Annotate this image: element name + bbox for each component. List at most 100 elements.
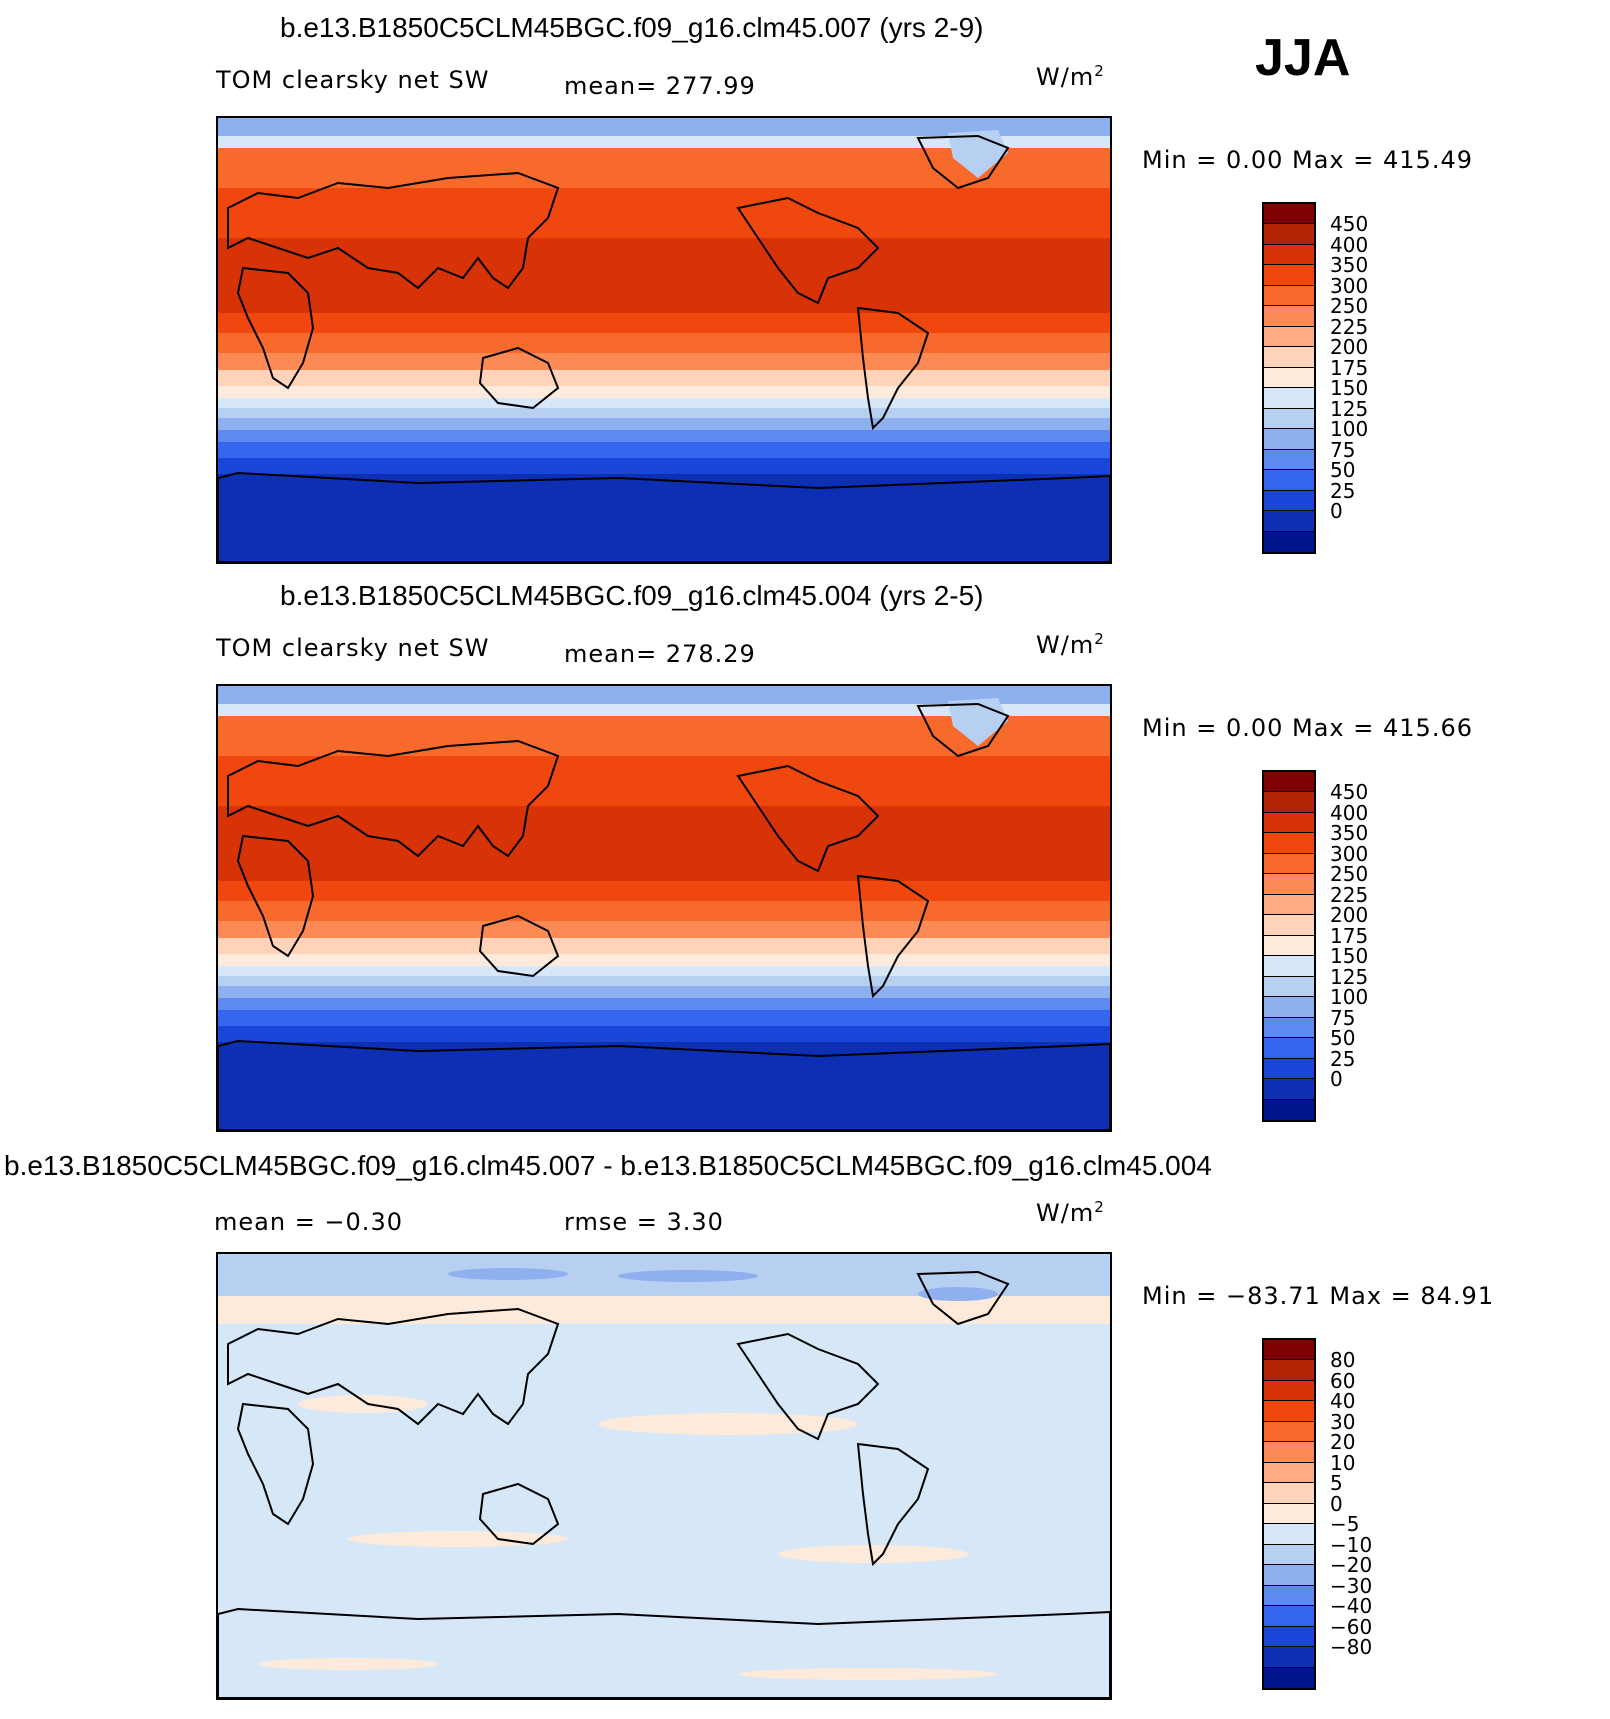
colorbar-segment (1264, 1626, 1314, 1648)
colorbar-segment (1264, 772, 1314, 793)
colorbar-segment (1264, 490, 1314, 512)
colorbar-tick-label: −10 (1330, 1532, 1373, 1557)
map-band (218, 704, 1110, 716)
colorbar-segment (1264, 408, 1314, 430)
coastline (856, 1442, 930, 1567)
coastline (218, 1039, 1110, 1130)
colorbar-segment (1264, 1667, 1314, 1688)
colorbar-tick-label: 100 (1330, 985, 1369, 1010)
colorbar-tick-label: 450 (1330, 212, 1369, 237)
map-band (218, 118, 1110, 136)
colorbar-tick-label: 400 (1330, 800, 1369, 825)
panel-title: b.e13.B1850C5CLM45BGC.f09_g16.clm45.007 … (4, 1150, 1212, 1181)
units-label: W/m2 (1036, 630, 1105, 659)
colorbar-segment (1264, 1647, 1314, 1668)
colorbar-tick-label: 60 (1330, 1368, 1356, 1393)
coastline (227, 1307, 560, 1426)
map-band (218, 430, 1110, 442)
colorbar-tick-label: 150 (1330, 944, 1369, 969)
map-anomaly-patch (348, 1531, 568, 1547)
map-anomaly-patch (298, 1395, 428, 1413)
colorbar-segment (1264, 1421, 1314, 1443)
colorbar-tick-label: 40 (1330, 1389, 1356, 1414)
colorbar-segment (1264, 326, 1314, 348)
coastline (236, 1402, 315, 1526)
coastline (916, 702, 1010, 758)
colorbar-tick-label: 250 (1330, 294, 1369, 319)
coastline (478, 346, 560, 410)
colorbar-tick-label: 75 (1330, 437, 1356, 462)
colorbar-segment (1264, 792, 1314, 813)
map-band (218, 976, 1110, 986)
mean-label: mean= 277.99 (564, 72, 756, 100)
colorbar-segment (1264, 449, 1314, 471)
colorbar-segment (1264, 531, 1314, 552)
map-band (218, 986, 1110, 998)
coastline (916, 134, 1010, 190)
colorbar-segment (1264, 1565, 1314, 1586)
colorbar-tick-label: 250 (1330, 862, 1369, 887)
rmse-label: rmse = 3.30 (564, 1208, 724, 1236)
colorbar-segment (1264, 1401, 1314, 1422)
map-band (218, 458, 1110, 474)
map-panel (216, 1252, 1112, 1700)
map-band (218, 1324, 1110, 1698)
colorbar-segment (1264, 894, 1314, 916)
coastline (478, 914, 560, 978)
colorbar-tick-label: 0 (1330, 1067, 1343, 1092)
map-band (218, 418, 1110, 430)
map-band (218, 188, 1110, 238)
map-band (218, 1010, 1110, 1026)
colorbar-segment (1264, 244, 1314, 266)
colorbar-tick-label: 400 (1330, 232, 1369, 257)
colorbar-tick-label: 75 (1330, 1005, 1356, 1030)
colorbar-tick-label: 100 (1330, 417, 1369, 442)
map-band (218, 398, 1110, 408)
coastline (218, 1607, 1110, 1698)
map-band (218, 756, 1110, 806)
colorbar-segment (1264, 1503, 1314, 1525)
panel-title: b.e13.B1850C5CLM45BGC.f09_g16.clm45.007 … (280, 12, 984, 43)
colorbar-tick-label: 225 (1330, 882, 1369, 907)
colorbar-segment (1264, 388, 1314, 409)
colorbar-segment (1264, 1585, 1314, 1607)
colorbar-segment (1264, 306, 1314, 327)
map-band (218, 333, 1110, 353)
colorbar-tick-label: 50 (1330, 458, 1356, 483)
colorbar-segment (1264, 935, 1314, 957)
minmax-label: Min = 0.00 Max = 415.66 (1142, 714, 1473, 742)
colorbar-tick-label: −5 (1330, 1512, 1360, 1537)
colorbar-segment (1264, 367, 1314, 389)
colorbar-tick-label: 150 (1330, 376, 1369, 401)
variable-label: TOM clearsky net SW (216, 66, 490, 94)
coastline (916, 1270, 1010, 1326)
map-panel (216, 684, 1112, 1132)
map-band (218, 136, 1110, 148)
colorbar-segment (1264, 874, 1314, 895)
map-band (218, 313, 1110, 333)
coastline (736, 196, 880, 305)
map-band (218, 966, 1110, 976)
colorbar-segment (1264, 204, 1314, 225)
colorbar-tick-label: −20 (1330, 1553, 1373, 1578)
coastline (856, 306, 930, 431)
variable-label: TOM clearsky net SW (216, 634, 490, 662)
map-band (218, 998, 1110, 1010)
map-anomaly-patch (778, 1545, 968, 1563)
colorbar-tick-label: 200 (1330, 903, 1369, 928)
colorbar-tick-label: 450 (1330, 780, 1369, 805)
coastline (218, 471, 1110, 562)
map-anomaly-patch (618, 1270, 758, 1282)
map-band (218, 954, 1110, 966)
colorbar-segment (1264, 1380, 1314, 1402)
colorbar-tick-label: 50 (1330, 1026, 1356, 1051)
map-band (218, 1026, 1110, 1042)
map-anomaly-patch (918, 1287, 998, 1301)
map-band (218, 442, 1110, 458)
map-band (218, 938, 1110, 954)
map-band (218, 806, 1110, 851)
map-band (218, 686, 1110, 704)
colorbar-tick-label: 300 (1330, 273, 1369, 298)
map-band (218, 386, 1110, 398)
colorbar-tick-label: 25 (1330, 478, 1356, 503)
